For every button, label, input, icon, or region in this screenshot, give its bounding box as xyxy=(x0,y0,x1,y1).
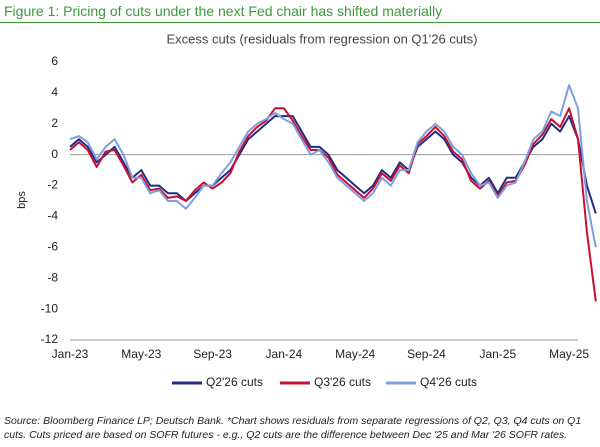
y-tick-label: 0 xyxy=(51,147,58,161)
chart-title: Excess cuts (residuals from regression o… xyxy=(167,31,478,46)
x-tick-label: Jan-25 xyxy=(479,347,516,361)
series-line xyxy=(69,84,597,248)
y-tick-label: -6 xyxy=(47,240,58,254)
legend-label: Q3'26 cuts xyxy=(314,375,371,389)
x-tick-label: Jan-23 xyxy=(52,347,89,361)
legend-label: Q2'26 cuts xyxy=(206,375,263,389)
y-tick-label: -8 xyxy=(47,270,58,284)
x-tick-label: Jan-24 xyxy=(266,347,303,361)
y-tick-label: -10 xyxy=(41,301,59,315)
x-tick-label: Sep-23 xyxy=(193,347,232,361)
title-rule xyxy=(0,22,600,23)
legend-label: Q4'26 cuts xyxy=(420,375,477,389)
y-tick-label: -12 xyxy=(41,332,59,346)
y-tick-label: 4 xyxy=(51,85,58,99)
y-tick-label: -2 xyxy=(47,178,58,192)
series-line xyxy=(69,115,597,214)
x-tick-label: May-23 xyxy=(121,347,161,361)
chart: Excess cuts (residuals from regression o… xyxy=(16,31,597,389)
y-tick-label: 6 xyxy=(51,54,58,68)
x-tick-label: Sep-24 xyxy=(407,347,446,361)
source-note: Source: Bloomberg Finance LP; Deutsch Ba… xyxy=(4,415,582,441)
series-line xyxy=(69,107,597,302)
figure-title: Figure 1: Pricing of cuts under the next… xyxy=(4,3,443,19)
y-tick-label: -4 xyxy=(47,209,58,223)
y-axis-label: bps xyxy=(16,191,28,209)
x-tick-label: May-25 xyxy=(549,347,589,361)
x-tick-label: May-24 xyxy=(335,347,375,361)
y-tick-label: 2 xyxy=(51,116,58,130)
